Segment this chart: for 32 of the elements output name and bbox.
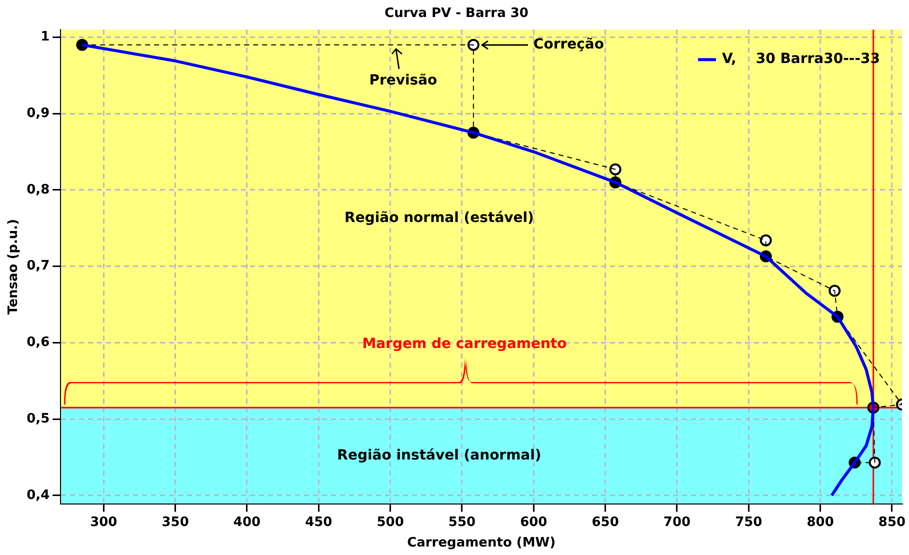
- annotation: Margem de carregamento: [362, 336, 568, 352]
- x-tick-label: 650: [592, 514, 619, 530]
- chart-title: Curva PV - Barra 30: [384, 6, 528, 22]
- point: [609, 163, 622, 176]
- x-tick-label: 600: [520, 514, 548, 530]
- y-tick-label: 1: [40, 30, 50, 45]
- band-label: Região normal (estável): [344, 210, 534, 226]
- point: [828, 284, 841, 297]
- x-tick-label: 850: [878, 514, 906, 530]
- y-tick-label: 0,9: [26, 106, 50, 121]
- x-tick-label: 450: [305, 514, 332, 530]
- x-tick-label: 550: [448, 514, 476, 530]
- point: [868, 456, 881, 469]
- y-tick-label: 0,8: [26, 182, 50, 198]
- y-tick-label: 0,7: [26, 258, 50, 274]
- y-tick-label: 0,5: [26, 411, 50, 426]
- annotation: Correção: [533, 36, 604, 53]
- x-tick-label: 700: [663, 514, 691, 530]
- x-tick-label: 800: [806, 514, 834, 530]
- y-tick-label: 0,6: [26, 335, 50, 350]
- annotation: Previsão: [369, 72, 438, 89]
- y-axis-title: Tensao (p.u.): [6, 218, 22, 314]
- x-tick-label: 400: [233, 514, 261, 530]
- x-tick-label: 350: [162, 514, 189, 530]
- point: [467, 38, 480, 51]
- point: [760, 234, 772, 246]
- band-label: Região instável (anormal): [337, 447, 542, 464]
- x-tick-label: 500: [376, 514, 404, 530]
- x-tick-label: 300: [90, 514, 118, 530]
- x-tick-label: 750: [735, 514, 762, 530]
- x-axis-title: Carregamento (MW): [407, 536, 556, 551]
- y-tick-label: 0,4: [26, 488, 50, 503]
